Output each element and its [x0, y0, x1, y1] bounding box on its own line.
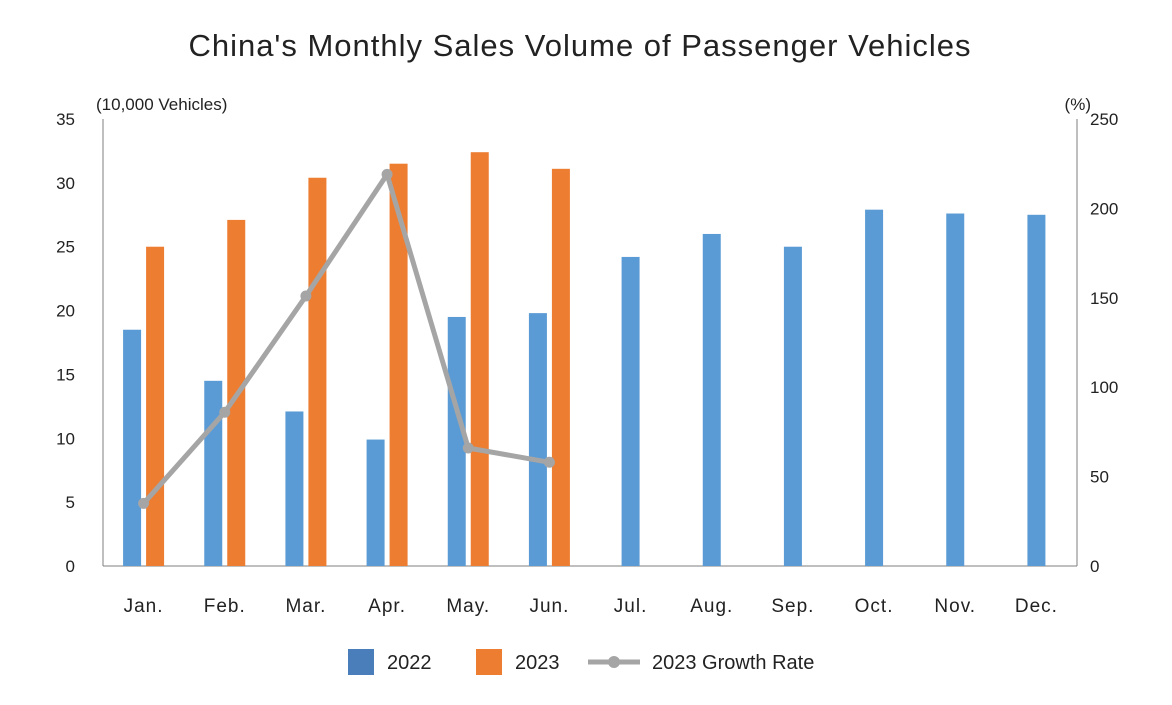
axes	[102, 119, 1078, 567]
growth-rate-point	[219, 406, 231, 418]
x-tick-label: Jun.	[529, 596, 569, 617]
legend-swatch-2022	[348, 649, 374, 675]
left-tick-label: 35	[56, 110, 75, 129]
x-tick-label: Jul.	[614, 596, 648, 617]
legend-label-2022: 2022	[387, 652, 432, 674]
bar-2022	[123, 329, 142, 566]
growth-rate-point	[138, 497, 150, 509]
left-tick-label: 20	[56, 302, 75, 321]
bar-2023	[389, 163, 408, 566]
legend-swatch-2023	[476, 649, 502, 675]
right-tick-label: 50	[1090, 468, 1109, 487]
x-tick-label: Aug.	[690, 596, 733, 617]
bar-2022	[528, 313, 547, 566]
bars	[123, 152, 1046, 567]
right-tick-label: 200	[1090, 199, 1118, 218]
bar-2023	[551, 168, 570, 566]
right-tick-label: 150	[1090, 289, 1118, 308]
bar-2022	[946, 213, 965, 566]
left-tick-label: 15	[56, 365, 75, 384]
left-tick-label: 0	[66, 557, 75, 576]
bar-2022	[702, 233, 721, 566]
bar-2022	[204, 380, 223, 566]
growth-line	[138, 168, 555, 509]
x-tick-label: Mar.	[285, 596, 326, 617]
bar-2022	[447, 316, 466, 566]
x-tick-label: Feb.	[204, 596, 246, 617]
growth-rate-line	[141, 171, 550, 506]
x-tick-label: May.	[446, 596, 490, 617]
growth-rate-point	[300, 290, 312, 302]
x-tick-label: Nov.	[934, 596, 976, 617]
chart-title: China's Monthly Sales Volume of Passenge…	[188, 28, 972, 63]
growth-rate-point	[462, 442, 474, 454]
bar-2022	[285, 411, 304, 566]
legend-label-2023: 2023	[515, 652, 560, 674]
right-tick-label: 100	[1090, 378, 1118, 397]
growth-rate-point	[543, 456, 555, 468]
bar-2022	[865, 209, 884, 567]
left-tick-label: 25	[56, 238, 75, 257]
bar-2023	[308, 177, 327, 566]
bar-2023	[146, 246, 165, 566]
right-tick-label: 250	[1090, 110, 1118, 129]
right-tick-label: 0	[1090, 557, 1099, 576]
right-axis-unit-label: (%)	[1065, 95, 1091, 114]
x-tick-label: Sep.	[771, 596, 814, 617]
bar-2022	[783, 246, 802, 566]
bar-2022	[621, 256, 640, 566]
bar-2023	[470, 152, 489, 566]
x-tick-label: Oct.	[855, 596, 894, 617]
x-tick-label: Jan.	[124, 596, 164, 617]
legend: 2022 2023 2023 Growth Rate	[348, 649, 814, 675]
left-axis-unit-label: (10,000 Vehicles)	[96, 95, 227, 114]
x-tick-label: Dec.	[1015, 596, 1058, 617]
bar-2022	[366, 439, 385, 566]
axis-labels: 0 5 10 15 20 25 30 35 0 50 100 150 200 250 (10,000 Veh…	[56, 95, 1118, 617]
bar-2022	[1027, 214, 1046, 567]
x-tick-label: Apr.	[368, 596, 406, 617]
legend-label-growth: 2023 Growth Rate	[652, 652, 814, 674]
left-tick-label: 10	[56, 429, 75, 448]
left-tick-label: 5	[66, 493, 75, 512]
left-tick-label: 30	[56, 174, 75, 193]
legend-marker-growth	[608, 656, 620, 668]
growth-rate-point	[381, 168, 393, 180]
